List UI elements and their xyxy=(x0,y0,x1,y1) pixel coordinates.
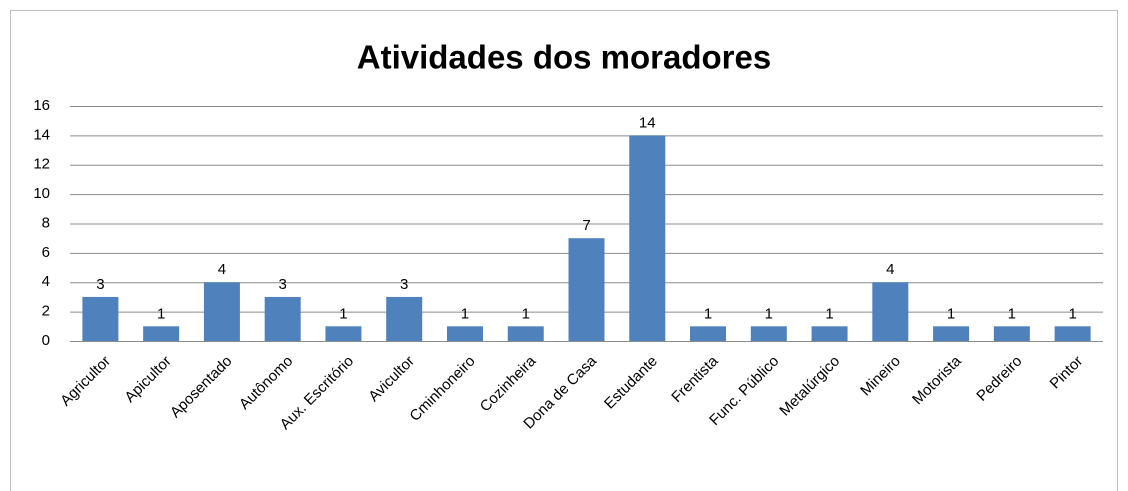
bar xyxy=(568,238,605,341)
bar xyxy=(872,282,909,341)
data-label: 3 xyxy=(96,276,104,293)
data-label: 3 xyxy=(279,276,287,293)
data-label: 14 xyxy=(639,114,656,131)
y-tick-label: 10 xyxy=(33,185,50,202)
bar xyxy=(264,296,301,341)
bar xyxy=(690,326,727,341)
bar xyxy=(750,326,787,341)
data-label: 1 xyxy=(461,305,469,322)
y-tick-label: 16 xyxy=(33,97,50,114)
bar xyxy=(811,326,848,341)
bar xyxy=(1054,326,1091,341)
data-label: 1 xyxy=(825,305,833,322)
bar xyxy=(629,135,666,341)
data-label: 1 xyxy=(765,305,773,322)
y-tick-label: 8 xyxy=(42,214,50,231)
bar xyxy=(507,326,544,341)
bar xyxy=(386,296,423,341)
data-label: 1 xyxy=(1008,305,1016,322)
data-label: 1 xyxy=(339,305,347,322)
bar xyxy=(993,326,1030,341)
bar xyxy=(203,282,240,341)
bar xyxy=(143,326,180,341)
bar xyxy=(446,326,483,341)
data-label: 4 xyxy=(218,261,226,278)
y-tick-label: 0 xyxy=(42,332,50,349)
bar xyxy=(325,326,362,341)
data-label: 3 xyxy=(400,276,408,293)
chart-border xyxy=(10,10,1118,491)
data-label: 7 xyxy=(582,217,590,234)
bar xyxy=(82,296,119,341)
data-label: 4 xyxy=(886,261,894,278)
data-label: 1 xyxy=(522,305,530,322)
y-tick-label: 6 xyxy=(42,244,50,261)
y-tick-label: 14 xyxy=(33,126,50,143)
data-label: 1 xyxy=(947,305,955,322)
bar xyxy=(933,326,970,341)
y-tick-label: 12 xyxy=(33,156,50,173)
data-label: 1 xyxy=(1068,305,1076,322)
y-tick-label: 4 xyxy=(42,273,50,290)
y-tick-label: 2 xyxy=(42,303,50,320)
data-label: 1 xyxy=(157,305,165,322)
data-label: 1 xyxy=(704,305,712,322)
chart-title: Atividades dos moradores xyxy=(357,39,771,76)
